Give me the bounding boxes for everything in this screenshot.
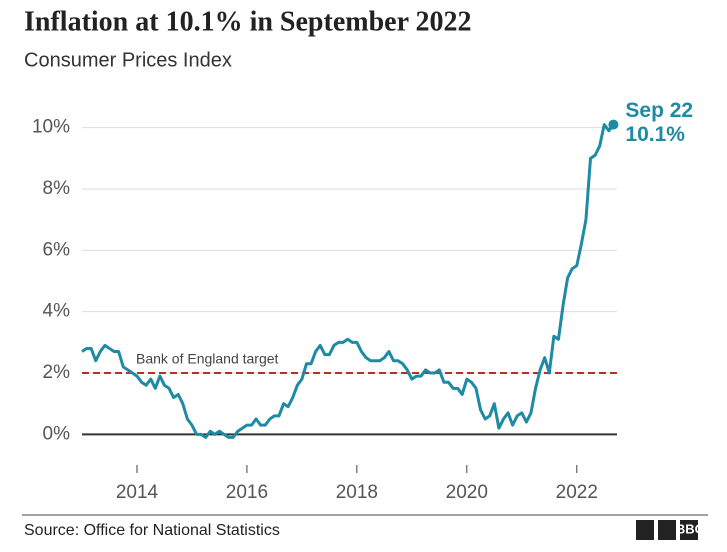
- end-label: Sep 22: [625, 99, 693, 122]
- x-tick-label: 2016: [226, 482, 268, 503]
- source: Source: Office for National Statistics: [24, 522, 280, 539]
- target-label: Bank of England target: [136, 351, 279, 367]
- y-tick-label: 0%: [43, 423, 71, 444]
- y-tick-label: 10%: [32, 117, 70, 138]
- end-value-label: 10.1%: [625, 123, 685, 146]
- y-tick-label: 2%: [43, 362, 71, 383]
- y-tick-label: 8%: [43, 178, 71, 199]
- y-tick-label: 4%: [43, 301, 71, 322]
- chart-title: Inflation at 10.1% in September 2022: [24, 6, 472, 37]
- logo-text: BBC: [676, 521, 705, 536]
- end-point: [608, 119, 619, 130]
- x-tick-label: 2014: [116, 482, 159, 503]
- chart-subtitle: Consumer Prices Index: [24, 49, 232, 71]
- x-tick-label: 2020: [446, 482, 488, 503]
- series-line: [81, 123, 615, 439]
- y-tick-label: 6%: [43, 239, 71, 260]
- logo: BBC: [636, 520, 705, 540]
- x-tick-label: 2022: [556, 482, 598, 503]
- x-tick-label: 2018: [336, 482, 378, 503]
